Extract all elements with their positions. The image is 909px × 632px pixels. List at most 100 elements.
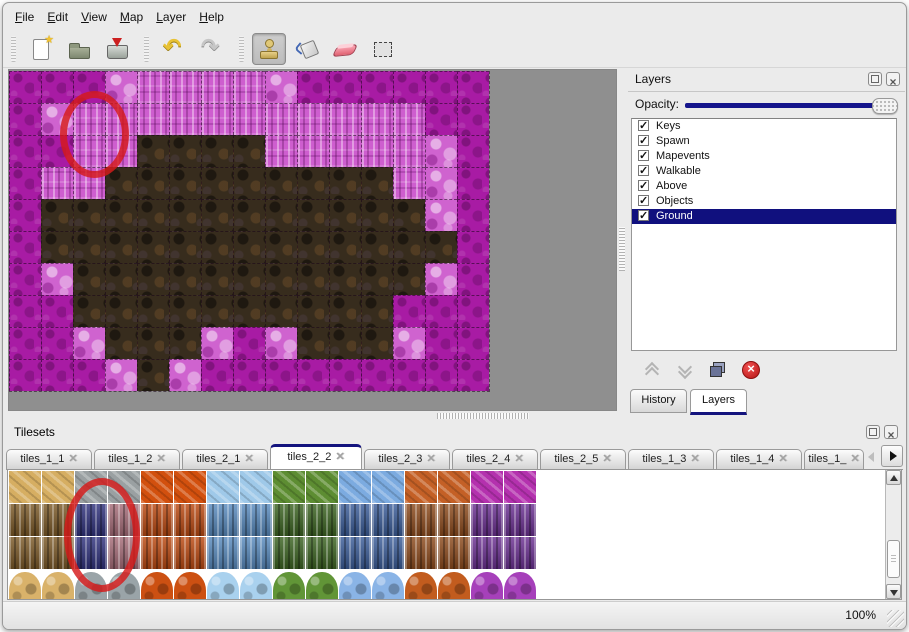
- tileset-tile[interactable]: [141, 504, 173, 536]
- layer-visibility-checkbox[interactable]: [638, 149, 649, 164]
- tileset-tile[interactable]: [504, 504, 536, 536]
- map-tile-dark-dirt[interactable]: [169, 199, 201, 231]
- redo-button[interactable]: [195, 33, 229, 65]
- menu-file[interactable]: File: [15, 9, 35, 24]
- tileset-tab-tiles_2_1[interactable]: tiles_2_1: [182, 449, 268, 469]
- tileset-tile[interactable]: [9, 570, 41, 599]
- map-tile-pink-wall[interactable]: [393, 103, 425, 135]
- map-tile-dark-dirt[interactable]: [137, 263, 169, 295]
- tileset-tile[interactable]: [438, 471, 470, 503]
- map-tile-dark-dirt[interactable]: [329, 231, 361, 263]
- map-tile-grid[interactable]: [9, 71, 490, 392]
- tileset-tile[interactable]: [174, 537, 206, 569]
- map-tile-pink-wall[interactable]: [265, 103, 297, 135]
- tileset-tab-tiles_1_3[interactable]: tiles_1_3: [628, 449, 714, 469]
- tileset-tile[interactable]: [9, 537, 41, 569]
- tileset-tile[interactable]: [372, 537, 404, 569]
- toolbar-grip[interactable]: [239, 35, 244, 62]
- tileset-tile[interactable]: [306, 504, 338, 536]
- map-tile-magenta-ground[interactable]: [9, 263, 41, 295]
- map-tile-dark-dirt[interactable]: [361, 327, 393, 359]
- map-tile-magenta-ground[interactable]: [457, 295, 489, 327]
- map-tile-dark-dirt[interactable]: [233, 295, 265, 327]
- map-tile-magenta-ground[interactable]: [425, 327, 457, 359]
- scrollbar-thumb[interactable]: [887, 540, 900, 578]
- map-tile-dark-dirt[interactable]: [105, 231, 137, 263]
- tileset-tile[interactable]: [42, 471, 74, 503]
- map-tile-pink-wall[interactable]: [233, 71, 265, 103]
- map-tile-dark-dirt[interactable]: [73, 295, 105, 327]
- open-file-button[interactable]: [62, 33, 96, 65]
- menu-layer[interactable]: Layer: [156, 9, 187, 24]
- layer-row-mapevents[interactable]: Mapevents: [632, 149, 896, 164]
- tileset-tile[interactable]: [9, 471, 41, 503]
- tileset-tile[interactable]: [141, 537, 173, 569]
- map-tile-dark-dirt[interactable]: [297, 199, 329, 231]
- map-tile-magenta-ground[interactable]: [457, 167, 489, 199]
- map-tile-pink-wall[interactable]: [105, 103, 137, 135]
- tileset-tile[interactable]: [42, 570, 74, 599]
- tab-close-icon[interactable]: [426, 450, 435, 468]
- map-tile-magenta-ground[interactable]: [457, 327, 489, 359]
- tileset-tile[interactable]: [306, 471, 338, 503]
- map-tile-pink-wall[interactable]: [201, 103, 233, 135]
- map-tile-pink-wall[interactable]: [393, 135, 425, 167]
- eraser-tool-button[interactable]: [328, 33, 362, 65]
- map-tile-dark-dirt[interactable]: [137, 135, 169, 167]
- tileset-tile[interactable]: [75, 471, 107, 503]
- map-tile-magenta-ground[interactable]: [41, 327, 73, 359]
- map-tile-dark-dirt[interactable]: [201, 231, 233, 263]
- map-tile-pink-wall[interactable]: [169, 103, 201, 135]
- map-tile-magenta-ground[interactable]: [9, 359, 41, 391]
- map-tile-dark-dirt[interactable]: [361, 263, 393, 295]
- tileset-tile[interactable]: [240, 570, 272, 599]
- duplicate-layer-icon[interactable]: [709, 361, 727, 379]
- map-tile-magenta-ground[interactable]: [233, 327, 265, 359]
- tileset-tile-grid[interactable]: [9, 471, 536, 599]
- map-tile-pink-wall[interactable]: [169, 71, 201, 103]
- fill-tool-button[interactable]: [290, 33, 324, 65]
- map-tile-dark-dirt[interactable]: [201, 199, 233, 231]
- map-tile-pink-rock[interactable]: [425, 135, 457, 167]
- map-tile-dark-dirt[interactable]: [137, 167, 169, 199]
- map-tile-pink-rock[interactable]: [105, 71, 137, 103]
- map-tile-dark-dirt[interactable]: [201, 295, 233, 327]
- map-tile-dark-dirt[interactable]: [361, 295, 393, 327]
- map-tile-magenta-ground[interactable]: [457, 199, 489, 231]
- map-view[interactable]: [8, 69, 617, 411]
- map-tile-magenta-ground[interactable]: [457, 135, 489, 167]
- map-tile-pink-rock[interactable]: [41, 103, 73, 135]
- map-tile-magenta-ground[interactable]: [457, 71, 489, 103]
- map-tile-magenta-ground[interactable]: [393, 71, 425, 103]
- tileset-tile[interactable]: [339, 471, 371, 503]
- tileset-tile[interactable]: [273, 504, 305, 536]
- tileset-tile[interactable]: [438, 570, 470, 599]
- tileset-tile[interactable]: [471, 570, 503, 599]
- tileset-tile[interactable]: [438, 504, 470, 536]
- tileset-tab-tiles_1_4[interactable]: tiles_1_4: [716, 449, 802, 469]
- layer-row-walkable[interactable]: Walkable: [632, 164, 896, 179]
- map-tile-magenta-ground[interactable]: [457, 359, 489, 391]
- map-tile-dark-dirt[interactable]: [169, 295, 201, 327]
- tileset-tile[interactable]: [108, 570, 140, 599]
- map-tile-dark-dirt[interactable]: [329, 295, 361, 327]
- map-tile-dark-dirt[interactable]: [105, 199, 137, 231]
- tileset-tab-tiles_2_5[interactable]: tiles_2_5: [540, 449, 626, 469]
- tileset-tile[interactable]: [108, 471, 140, 503]
- map-tile-pink-wall[interactable]: [329, 103, 361, 135]
- menu-map[interactable]: Map: [119, 9, 144, 24]
- scroll-down-icon[interactable]: [886, 584, 901, 599]
- map-tile-dark-dirt[interactable]: [105, 167, 137, 199]
- map-tile-dark-dirt[interactable]: [297, 295, 329, 327]
- map-tile-magenta-ground[interactable]: [457, 263, 489, 295]
- map-tile-dark-dirt[interactable]: [297, 231, 329, 263]
- map-tile-dark-dirt[interactable]: [361, 199, 393, 231]
- map-tile-magenta-ground[interactable]: [41, 359, 73, 391]
- map-tile-dark-dirt[interactable]: [297, 263, 329, 295]
- map-tile-dark-dirt[interactable]: [105, 327, 137, 359]
- horizontal-splitter[interactable]: [3, 410, 906, 422]
- tileset-tile[interactable]: [240, 504, 272, 536]
- map-tile-pink-wall[interactable]: [329, 135, 361, 167]
- map-tile-pink-rock[interactable]: [73, 327, 105, 359]
- tileset-tile[interactable]: [339, 537, 371, 569]
